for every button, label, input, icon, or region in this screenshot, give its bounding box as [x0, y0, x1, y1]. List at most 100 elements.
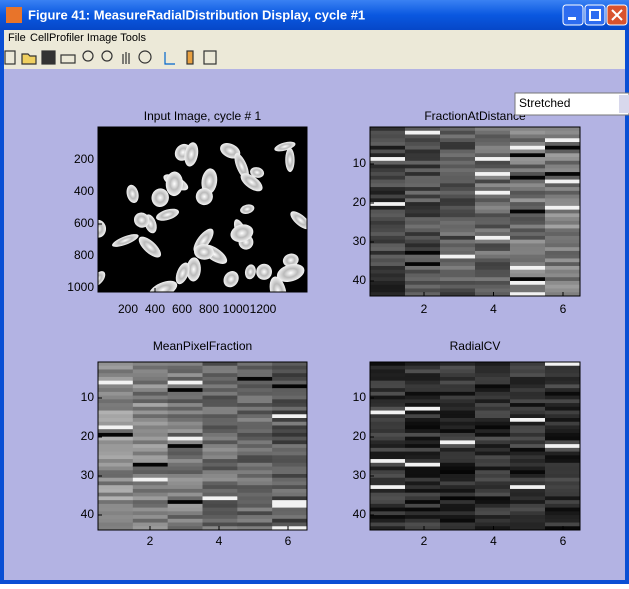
heatmap-cell: [405, 489, 441, 493]
heatmap-cell: [545, 281, 581, 285]
menu-item[interactable]: CellProfiler Image Tools: [30, 32, 146, 44]
x-tick-label: 600: [172, 302, 192, 316]
heatmap-cell: [405, 366, 441, 370]
heatmap-cell: [237, 418, 272, 422]
heatmap-cell: [440, 523, 476, 527]
heatmap-cell: [405, 381, 441, 385]
heatmap-cell: [405, 228, 441, 232]
heatmap-cell: [545, 463, 581, 467]
input-image: [88, 127, 313, 307]
heatmap-cell: [510, 455, 546, 459]
heatmap-cell: [475, 444, 511, 448]
image-background: [98, 127, 307, 292]
heatmap-cell: [203, 377, 238, 381]
heatmap-cell: [405, 288, 441, 292]
heatmap-cell: [272, 429, 307, 433]
heatmap-cell: [133, 422, 168, 426]
heatmap-cell: [203, 467, 238, 471]
heatmap-cell: [168, 403, 203, 407]
heatmap-cell: [133, 511, 168, 515]
heatmap-cell: [168, 463, 203, 467]
heatmap-cell: [370, 452, 406, 456]
heatmap-cell: [475, 266, 511, 270]
heatmap-cell: [440, 444, 476, 448]
heatmap-cell: [440, 429, 476, 433]
heatmap-cell: [440, 165, 476, 169]
heatmap-cell: [545, 153, 581, 157]
heatmap-cell: [440, 251, 476, 255]
heatmap-cell: [510, 425, 546, 429]
heatmap-cell: [440, 478, 476, 482]
heatmap-cell: [475, 221, 511, 225]
heatmap-cell: [545, 429, 581, 433]
heatmap-cell: [272, 369, 307, 373]
heatmap-cell: [370, 411, 406, 415]
heatmap-cell: [545, 127, 581, 131]
heatmap-cell: [545, 381, 581, 385]
heatmap-cell: [545, 470, 581, 474]
heatmap-cell: [203, 504, 238, 508]
heatmap-cell: [370, 493, 406, 497]
y-tick-label: 40: [353, 273, 367, 287]
heatmap-cell: [168, 437, 203, 441]
x-tick-label: 800: [199, 302, 219, 316]
heatmap-cell: [370, 519, 406, 523]
heatmap-cell: [370, 225, 406, 229]
heatmap-cell: [98, 433, 133, 437]
heatmap-cell: [133, 392, 168, 396]
heatmap-cell: [475, 273, 511, 277]
heatmap-cell: [237, 448, 272, 452]
heatmap-cell: [98, 425, 133, 429]
heatmap-cell: [168, 500, 203, 504]
heatmap-cell: [98, 500, 133, 504]
heatmap-cell: [510, 437, 546, 441]
heatmap-cell: [510, 377, 546, 381]
heatmap-cell: [370, 511, 406, 515]
heatmap-cell: [545, 496, 581, 500]
heatmap-cell: [545, 277, 581, 281]
heatmap-cell: [405, 232, 441, 236]
heatmap-cell: [440, 217, 476, 221]
heatmap-cell: [98, 455, 133, 459]
heatmap-cell: [272, 440, 307, 444]
dropdown-text[interactable]: Stretched: [519, 96, 570, 110]
heatmap-cell: [545, 504, 581, 508]
heatmap-cell: [272, 493, 307, 497]
heatmap-cell: [440, 366, 476, 370]
open-icon[interactable]: [22, 54, 36, 64]
heatmap-cell: [203, 425, 238, 429]
heatmap-cell: [237, 463, 272, 467]
save-icon[interactable]: [42, 51, 55, 64]
heatmap-cell: [168, 455, 203, 459]
heatmap-cell: [98, 392, 133, 396]
heatmap-cell: [133, 470, 168, 474]
heatmap-cell: [405, 373, 441, 377]
heatmap-cell: [475, 195, 511, 199]
heatmap-cell: [370, 142, 406, 146]
window-buttons[interactable]: [563, 5, 627, 25]
heatmap-cell: [370, 277, 406, 281]
heatmap-cell: [545, 455, 581, 459]
heatmap-cell: [510, 523, 546, 527]
heatmap-cell: [272, 399, 307, 403]
heatmap-cell: [440, 381, 476, 385]
heatmap-cell: [510, 232, 546, 236]
menu-item[interactable]: File: [8, 32, 26, 44]
heatmap-cell: [440, 191, 476, 195]
heatmap-cell: [370, 243, 406, 247]
minimize-button[interactable]: [563, 5, 583, 25]
heatmap-cell: [475, 414, 511, 418]
maximize-button[interactable]: [585, 5, 605, 25]
heatmap-cell: [475, 138, 511, 142]
heatmap-cell: [510, 258, 546, 262]
heatmap-cell: [370, 407, 406, 411]
dropdown-arrow[interactable]: [619, 95, 629, 113]
heatmap-cell: [98, 418, 133, 422]
heatmap-cell: [237, 384, 272, 388]
heatmap-cell: [545, 489, 581, 493]
colorbar-icon[interactable]: [187, 51, 193, 64]
heatmap-cell: [203, 411, 238, 415]
heatmap-cell: [440, 388, 476, 392]
heatmap-cell: [370, 157, 406, 161]
heatmap-cell: [370, 273, 406, 277]
